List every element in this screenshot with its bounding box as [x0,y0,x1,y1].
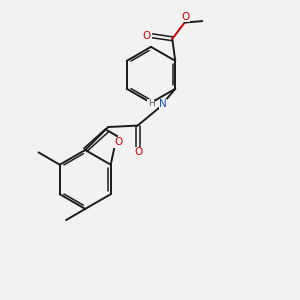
Text: O: O [114,137,122,147]
Text: H: H [148,99,154,108]
Text: O: O [135,147,143,157]
Text: O: O [143,31,151,41]
Text: O: O [181,12,189,22]
Text: N: N [159,99,167,109]
